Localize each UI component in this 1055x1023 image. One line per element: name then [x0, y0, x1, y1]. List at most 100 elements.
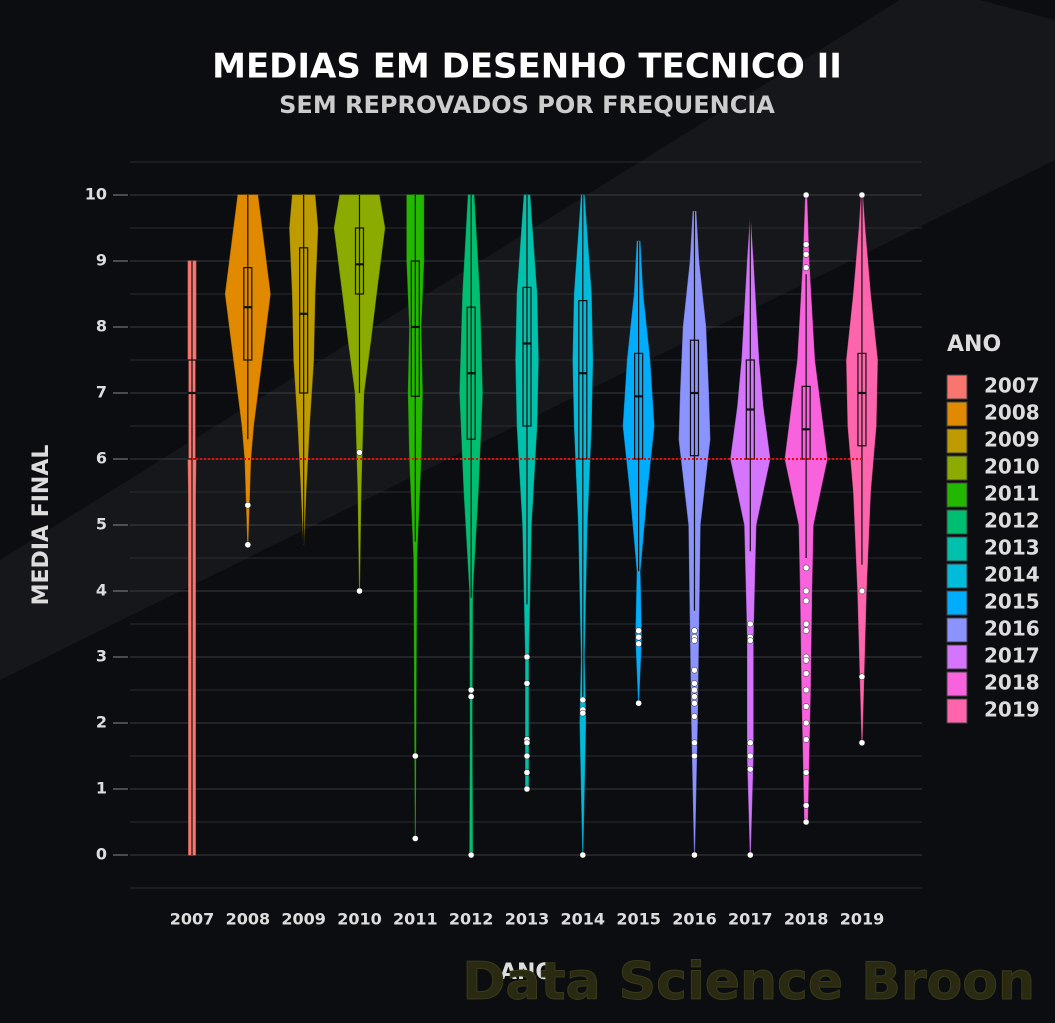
outlier: [523, 680, 531, 687]
legend-title: ANO: [947, 332, 1001, 357]
x-tick-label: 2011: [393, 910, 438, 929]
legend-label: 2008: [984, 401, 1040, 425]
outlier: [691, 637, 698, 644]
box: [578, 300, 588, 460]
legend-swatch: [946, 482, 968, 508]
box: [634, 352, 644, 460]
outlier: [635, 627, 642, 634]
legend-swatch: [946, 590, 968, 616]
x-tick-label: 2010: [337, 910, 382, 929]
outlier: [802, 191, 810, 199]
legend-label: 2010: [984, 455, 1040, 479]
outlier: [579, 851, 587, 859]
legend-swatch: [946, 401, 968, 427]
outlier: [802, 769, 810, 776]
box: [522, 286, 532, 427]
x-tick-label: 2018: [784, 910, 829, 929]
outlier: [244, 501, 252, 509]
x-tick-label: 2009: [281, 910, 326, 929]
outlier: [858, 739, 866, 747]
outlier: [747, 752, 754, 760]
outlier: [691, 739, 698, 747]
legend-label: 2018: [984, 671, 1040, 695]
outlier: [858, 673, 866, 681]
legend-swatch: [946, 644, 968, 670]
outlier: [244, 541, 252, 549]
x-tick-label: 2015: [616, 910, 661, 929]
x-tick-label: 2012: [449, 910, 494, 929]
x-tick-label: 2008: [226, 910, 271, 929]
y-tick-label: 2: [96, 713, 107, 732]
outlier: [802, 597, 810, 605]
outlier: [802, 264, 810, 271]
legend-swatch: [946, 617, 968, 643]
legend-swatch: [946, 698, 968, 724]
outlier: [523, 739, 531, 747]
outlier: [802, 736, 810, 743]
outlier: [802, 670, 810, 677]
x-tick-label: 2013: [505, 910, 550, 929]
legend-swatch: [946, 563, 968, 589]
legend-label: 2009: [984, 428, 1040, 452]
outlier: [356, 449, 363, 456]
outlier: [691, 627, 698, 634]
outlier: [747, 765, 754, 773]
outlier: [858, 587, 866, 595]
y-axis-label: MEDIA FINAL: [29, 445, 54, 606]
box: [801, 385, 811, 460]
outlier: [802, 686, 810, 694]
outlier: [802, 703, 810, 710]
outlier: [747, 620, 754, 628]
outlier: [802, 627, 810, 634]
watermark: Data Science Broon: [462, 952, 1035, 1012]
outlier: [858, 191, 866, 199]
box: [299, 247, 309, 394]
outlier: [802, 818, 810, 826]
outlier: [523, 769, 531, 776]
outlier: [691, 851, 698, 859]
box: [243, 267, 253, 361]
legend-label: 2017: [984, 644, 1040, 668]
x-tick-label: 2017: [728, 910, 773, 929]
y-tick-label: 0: [96, 845, 107, 864]
outlier: [802, 719, 810, 727]
legend-swatch: [946, 671, 968, 697]
outlier: [747, 637, 754, 644]
outlier: [802, 587, 810, 595]
outlier: [691, 693, 698, 700]
legend-swatch: [946, 536, 968, 562]
outlier: [691, 699, 698, 707]
box: [689, 339, 700, 457]
outlier: [523, 785, 531, 793]
outlier: [579, 709, 587, 717]
outlier: [802, 620, 810, 628]
legend-swatch: [946, 428, 968, 454]
x-tick-label: 2014: [561, 910, 606, 929]
plot-area: 0 1 2 3 4 5 6 7 8 9 10 2007 2008 2009 2010 2011 2012 2013…: [85, 161, 922, 929]
outlier: [691, 686, 698, 694]
legend-label: 2014: [984, 563, 1040, 587]
y-tick-label: 4: [96, 581, 107, 600]
legend-swatch: [946, 509, 968, 535]
outlier: [467, 851, 475, 859]
outlier: [412, 835, 419, 842]
outlier: [356, 587, 363, 595]
y-tick-label: 6: [96, 449, 107, 468]
outlier: [802, 251, 810, 258]
legend-label: 2016: [984, 617, 1040, 641]
y-tick-label: 3: [96, 647, 107, 666]
y-tick-label: 10: [85, 185, 107, 204]
box: [354, 227, 365, 295]
outlier: [691, 666, 698, 674]
outlier: [579, 696, 587, 704]
outlier: [802, 802, 810, 809]
outlier: [802, 657, 810, 664]
legend-label: 2012: [984, 509, 1040, 533]
x-tick-label: 2007: [170, 910, 215, 929]
outlier: [802, 564, 810, 572]
outlier: [635, 633, 642, 641]
outlier: [635, 699, 642, 707]
chart-subtitle: SEM REPROVADOS POR FREQUENCIA: [279, 91, 775, 119]
outlier: [523, 653, 531, 661]
